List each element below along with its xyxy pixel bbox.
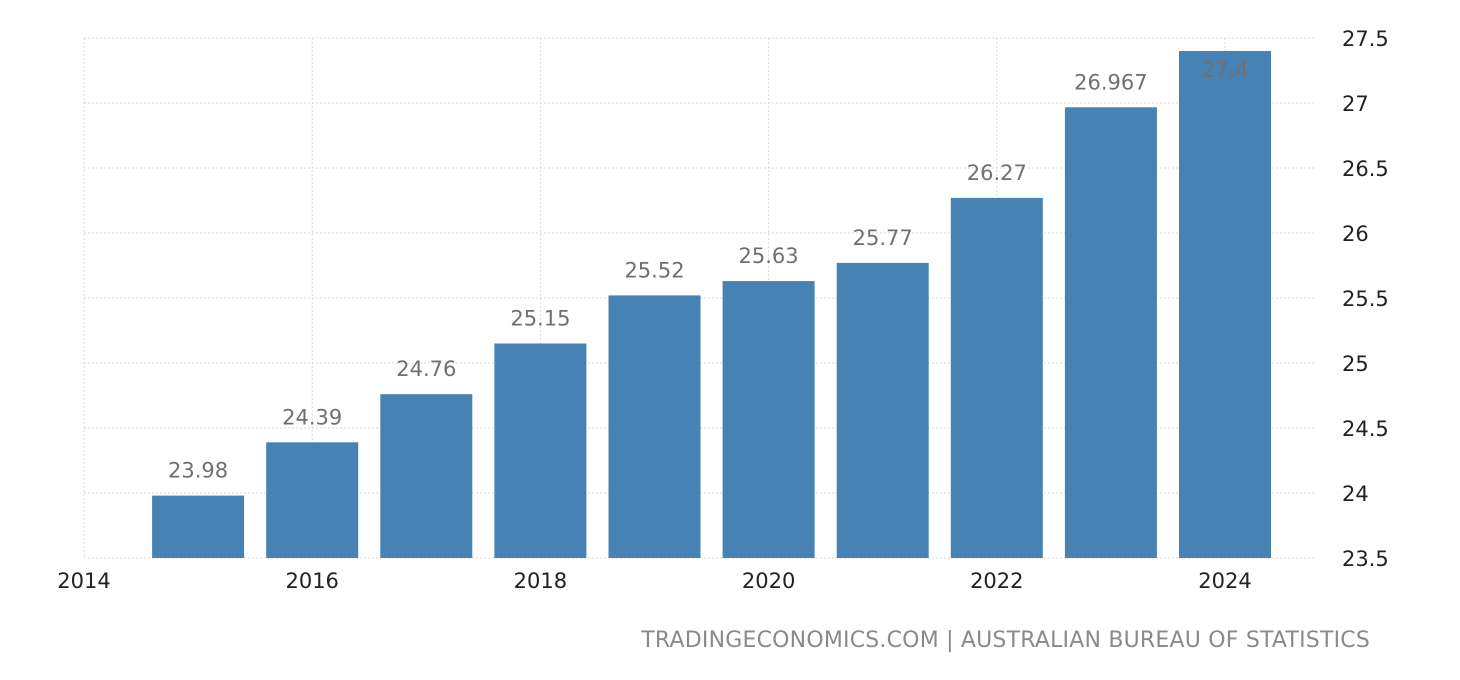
data-label-2023: 26.967	[1074, 70, 1147, 94]
data-labels: 23.98 24.39 24.76 25.15 25.52 25.63 25.77 26.27…	[168, 58, 1248, 483]
y-tick-label-5: 26	[1342, 222, 1369, 246]
bar-2019	[608, 295, 701, 558]
bar-2024	[1179, 51, 1271, 558]
data-label-2022: 26.27	[967, 161, 1027, 185]
data-label-2016: 24.39	[282, 405, 342, 429]
x-axis-ticks: 2014 2016 2018 2020 2022 2024	[57, 569, 1251, 593]
bar-2022	[950, 197, 1043, 558]
y-tick-label-6: 26.5	[1342, 157, 1389, 181]
y-tick-label-1: 24	[1342, 482, 1369, 506]
y-tick-label-2: 24.5	[1342, 417, 1389, 441]
bar-2023	[1064, 107, 1157, 558]
x-tick-label-3: 2020	[742, 569, 795, 593]
x-tick-label-4: 2022	[970, 569, 1023, 593]
data-label-2020: 25.63	[739, 244, 799, 268]
x-tick-label-1: 2016	[285, 569, 338, 593]
bar-2015	[152, 495, 245, 558]
y-tick-label-3: 25	[1342, 352, 1369, 376]
data-label-2015: 23.98	[168, 459, 228, 483]
y-tick-label-8: 27.5	[1342, 27, 1389, 51]
x-tick-label-0: 2014	[57, 569, 110, 593]
x-tick-label-2: 2018	[514, 569, 567, 593]
y-tick-label-7: 27	[1342, 92, 1369, 116]
bar-2016	[266, 442, 359, 558]
bar-2018	[494, 343, 587, 558]
y-tick-label-4: 25.5	[1342, 287, 1389, 311]
source-credit: TRADINGECONOMICS.COM | AUSTRALIAN BUREAU…	[641, 628, 1370, 653]
data-label-2024: 27.4	[1202, 58, 1249, 82]
bars	[152, 51, 1271, 558]
data-label-2017: 24.76	[396, 357, 456, 381]
bar-2021	[836, 262, 929, 558]
bar-2020	[722, 281, 815, 558]
data-label-2018: 25.15	[510, 307, 570, 331]
data-label-2019: 25.52	[624, 258, 684, 282]
x-tick-label-5: 2024	[1198, 569, 1251, 593]
y-axis-ticks: 23.5 24 24.5 25 25.5 26 26.5 27 27.5	[1342, 27, 1389, 571]
bar-2017	[380, 394, 473, 558]
data-label-2021: 25.77	[853, 226, 913, 250]
y-tick-label-0: 23.5	[1342, 547, 1389, 571]
